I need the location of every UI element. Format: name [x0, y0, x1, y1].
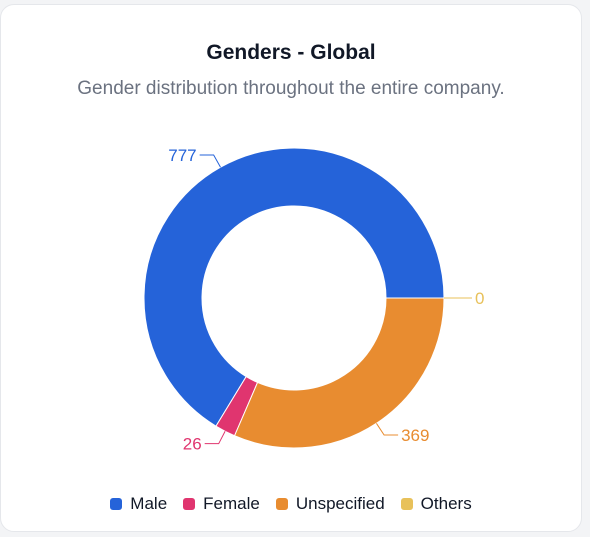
legend-item-female[interactable]: Female: [183, 494, 260, 514]
legend-label-others: Others: [420, 494, 472, 513]
legend-swatch-others: [400, 498, 413, 510]
legend-label-unspecified: Unspecified: [295, 494, 385, 513]
legend-label-female: Female: [203, 494, 260, 513]
leader-line-unspecified: [375, 423, 399, 436]
chart-subtitle: Gender distribution throughout the entir…: [77, 78, 505, 99]
legend-item-others[interactable]: Others: [400, 494, 472, 514]
leader-line-female: [204, 431, 226, 445]
legend-label-male: Male: [130, 494, 168, 513]
donut-chart: 777 26 369 0: [143, 146, 484, 454]
data-label-female: 26: [183, 435, 202, 454]
donut-slice-unspecified[interactable]: [233, 297, 445, 449]
chart-card: Genders - Global Gender distribution thr…: [0, 4, 582, 532]
data-label-unspecified: 369: [401, 426, 429, 445]
leader-line-male: [199, 154, 221, 168]
legend-swatch-female: [183, 498, 196, 510]
donut-slice-male[interactable]: [143, 147, 445, 427]
chart-legend: Male Female Unspecified Others: [1, 494, 581, 514]
legend-item-male[interactable]: Male: [110, 494, 167, 514]
data-label-others: 0: [475, 289, 484, 308]
chart-title: Genders - Global: [206, 41, 376, 64]
data-label-male: 777: [168, 146, 196, 165]
legend-swatch-unspecified: [275, 498, 288, 510]
legend-swatch-male: [110, 498, 123, 510]
legend-item-unspecified[interactable]: Unspecified: [275, 494, 385, 514]
